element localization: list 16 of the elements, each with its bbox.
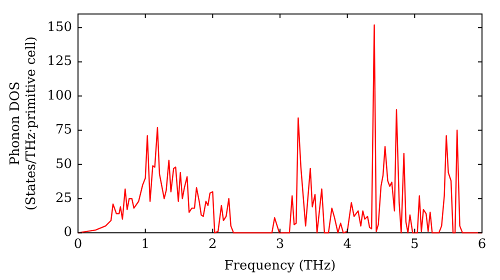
y-tick-label: 25	[55, 190, 72, 206]
x-axis-title: Frequency (THz)	[224, 258, 336, 274]
x-tick-label: 1	[141, 236, 150, 252]
y-tick-label: 150	[47, 20, 72, 36]
x-tick-label: 5	[410, 236, 419, 252]
y-tick-label: 125	[47, 54, 72, 70]
y-tick-label: 100	[47, 88, 72, 104]
y-axis-title: Phonon DOS (States/THz·primitive cell)	[8, 36, 39, 210]
y-tick-label: 0	[64, 225, 72, 240]
x-tick-label: 0	[74, 236, 82, 252]
x-tick-label: 2	[208, 236, 217, 252]
x-tick-label: 4	[343, 236, 352, 252]
y-tick-label: 50	[55, 156, 72, 172]
x-tick-label: 6	[478, 236, 486, 252]
x-tick-label: 3	[276, 236, 284, 252]
y-tick-label: 75	[55, 122, 72, 138]
